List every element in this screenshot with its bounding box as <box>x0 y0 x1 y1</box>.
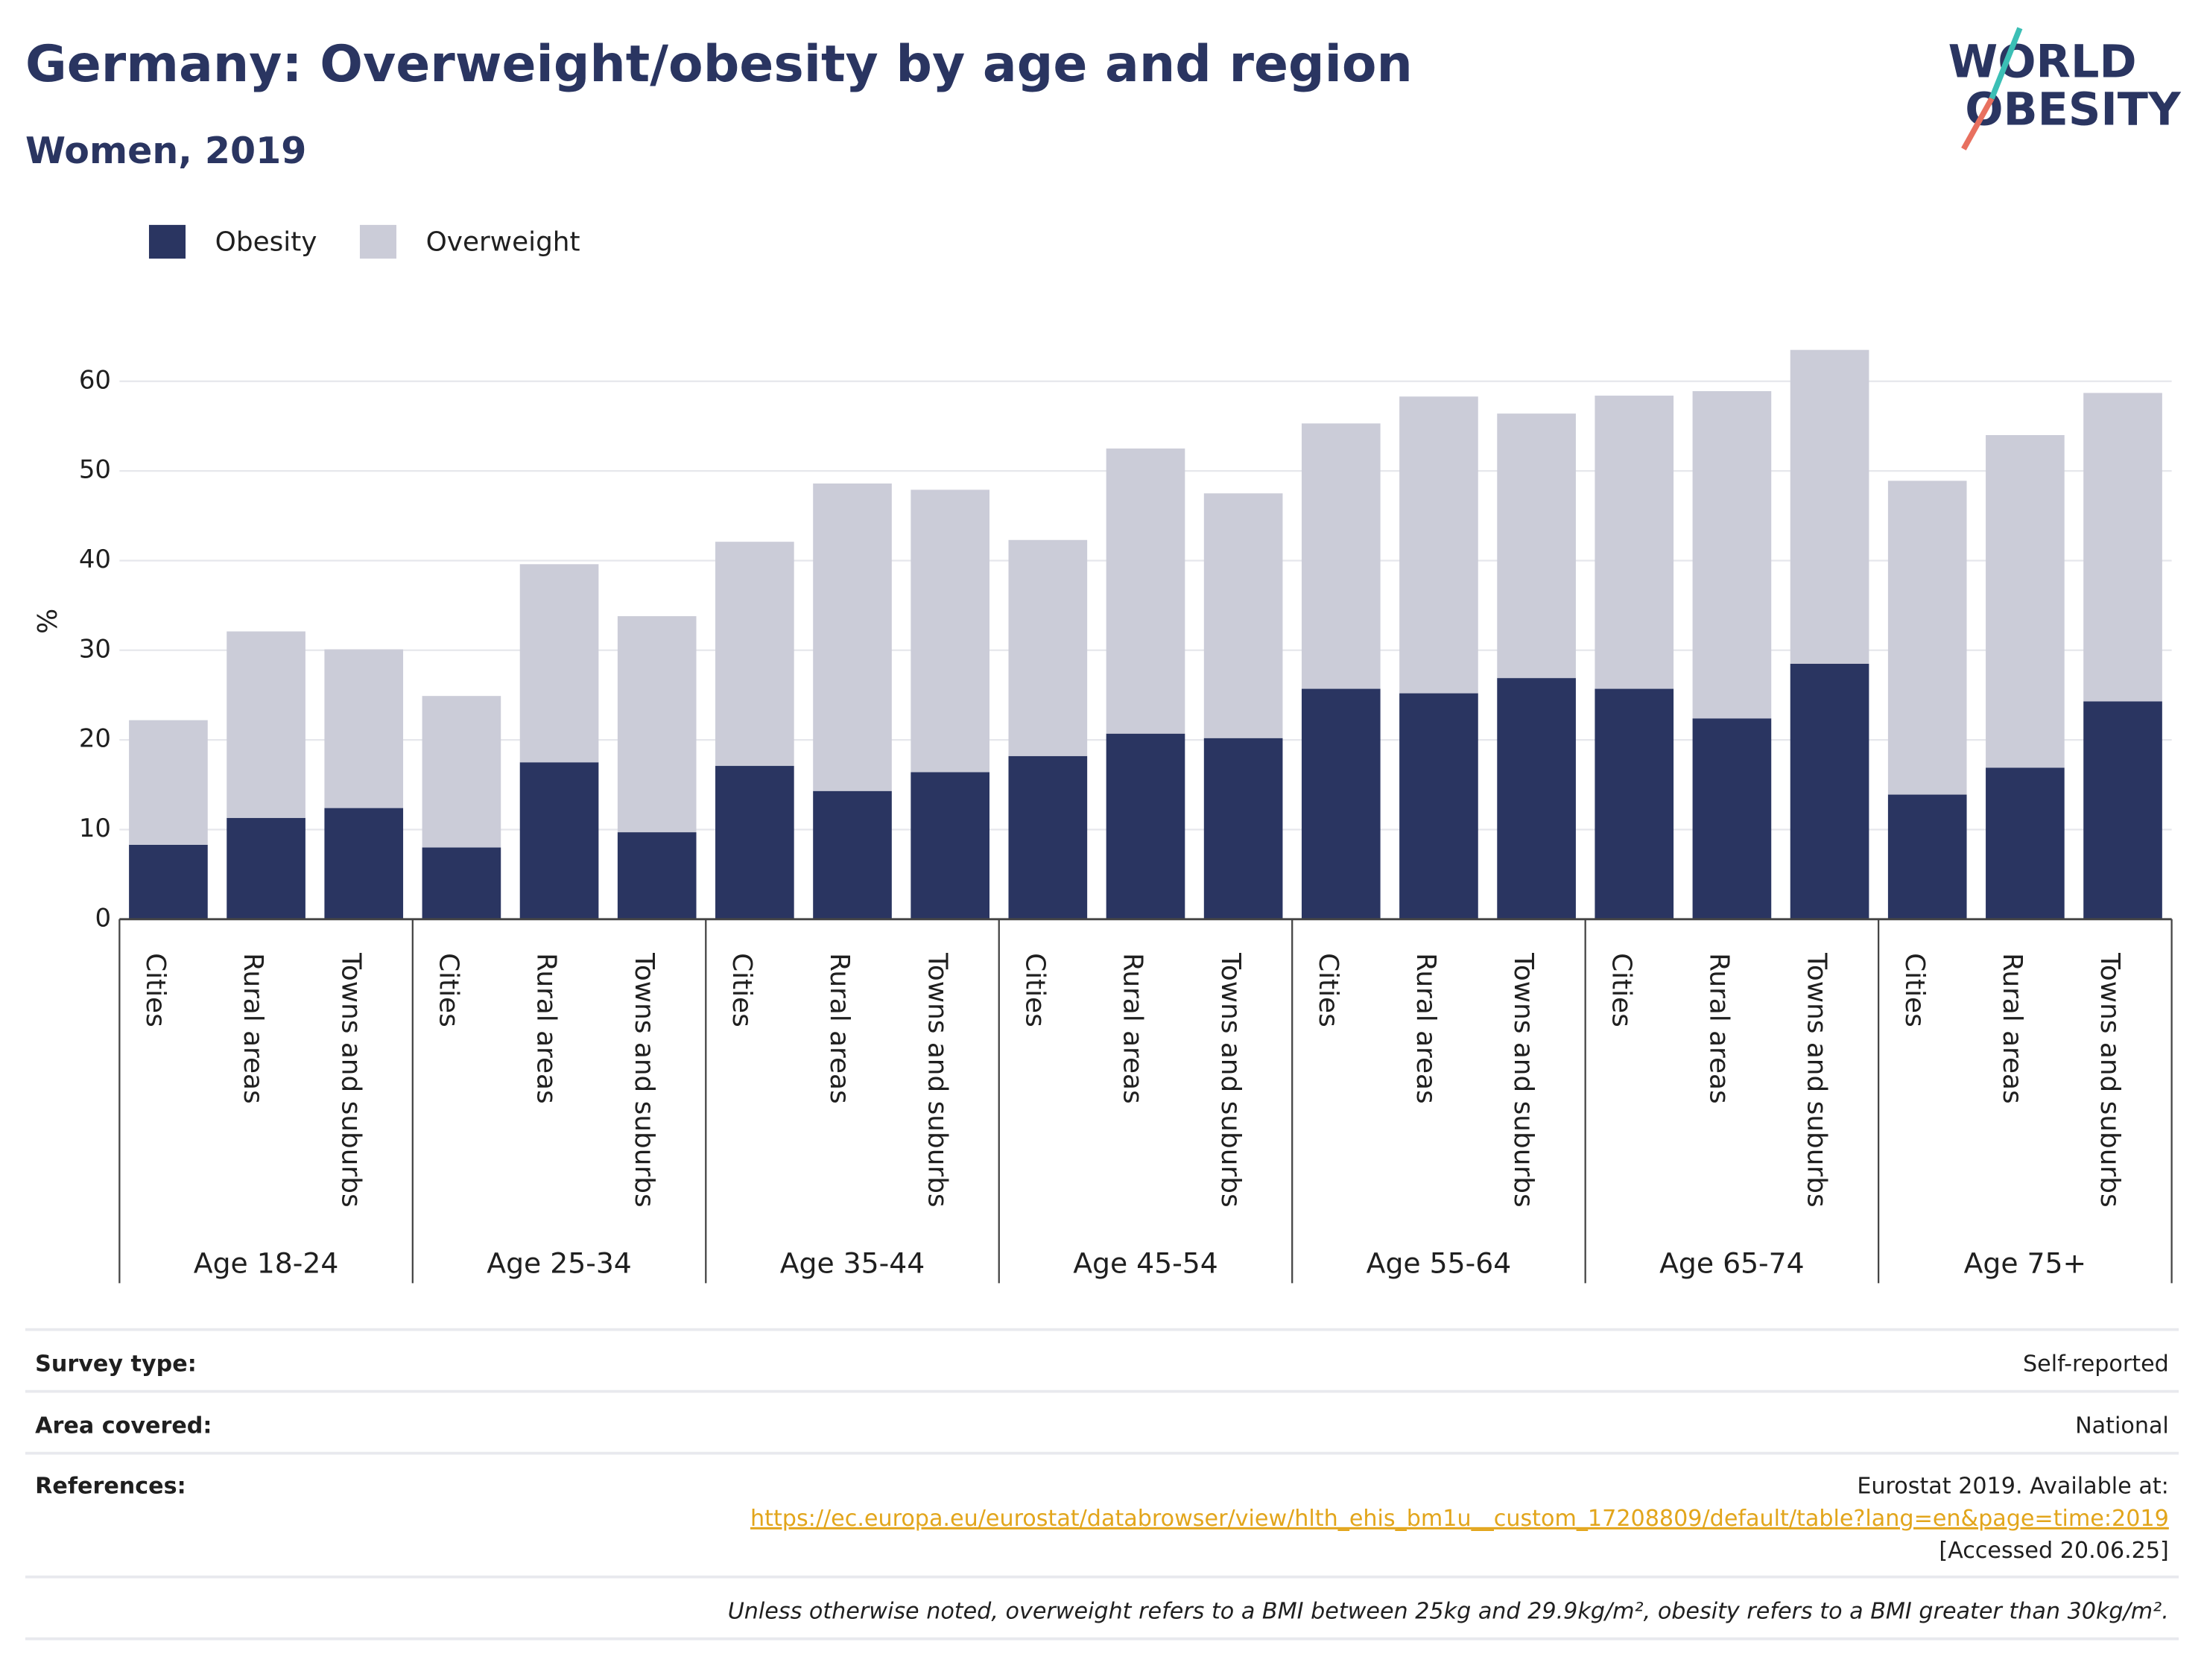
bar-segment <box>129 844 208 919</box>
logo-text: OBESITY <box>1965 84 2182 136</box>
chart-subtitle: Women, 2019 <box>25 129 306 172</box>
x-tick-label: Cities <box>140 953 171 1027</box>
bar-segment <box>1106 448 1185 734</box>
x-tick-label: Cities <box>1606 953 1636 1027</box>
bar-segment <box>1790 349 1869 664</box>
bar-segment <box>422 696 501 848</box>
x-tick-label: Towns and suburbs <box>629 952 659 1208</box>
group-label: Age 75+ <box>1964 1246 2087 1279</box>
x-tick-label: Rural areas <box>824 953 855 1104</box>
bar-segment <box>813 790 892 919</box>
bar-segment <box>1301 688 1381 919</box>
bar-segment <box>813 483 892 791</box>
x-tick-label: Cities <box>1313 953 1343 1027</box>
legend-swatch <box>148 224 186 259</box>
group-label: Age 55-64 <box>1367 1246 1512 1279</box>
bar-segment <box>617 616 697 833</box>
y-tick-label: 40 <box>79 545 111 574</box>
chart-title: Germany: Overweight/obesity by age and r… <box>25 35 1413 94</box>
y-tick-label: 30 <box>79 634 111 664</box>
bar-segment <box>715 766 794 919</box>
bar-segment <box>911 772 989 919</box>
x-tick-label: Rural areas <box>1997 953 2027 1104</box>
bar-segment <box>1106 733 1185 919</box>
x-tick-label: Cities <box>434 953 464 1027</box>
x-tick-label: Rural areas <box>1118 953 1148 1104</box>
footer-value: Self-reported <box>2023 1351 2169 1377</box>
bar-segment <box>227 817 305 919</box>
bar-segment <box>1399 693 1478 919</box>
bar-segment <box>2083 701 2162 919</box>
bar-segment <box>1497 413 1576 679</box>
bar-segment <box>1887 794 1967 919</box>
y-tick-label: 10 <box>79 814 111 843</box>
x-tick-label: Towns and suburbs <box>335 952 366 1208</box>
bar-segment <box>1692 718 1772 919</box>
bar-segment <box>422 847 501 919</box>
bar-segment <box>1497 678 1576 919</box>
bar-segment <box>1692 391 1772 719</box>
legend-label: Overweight <box>426 226 580 257</box>
bar-segment <box>519 762 599 919</box>
y-axis-label: % <box>33 609 63 634</box>
reference-text: [Accessed 20.06.25] <box>1939 1538 2168 1564</box>
y-tick-label: 20 <box>79 724 111 754</box>
bar-segment <box>715 542 794 767</box>
y-tick-label: 0 <box>95 903 111 933</box>
x-tick-label: Towns and suburbs <box>922 952 952 1208</box>
bar-segment <box>911 489 989 773</box>
logo-text: WORLD <box>1948 36 2137 88</box>
bar-segment <box>324 808 404 919</box>
x-tick-label: Rural areas <box>531 953 562 1104</box>
bar-segment <box>1595 688 1674 919</box>
bar-segment <box>1203 738 1283 919</box>
footer-note: Unless otherwise noted, overweight refer… <box>728 1598 2169 1624</box>
bar-segment <box>1008 539 1088 756</box>
bar-segment <box>1301 423 1381 689</box>
x-tick-label: Cities <box>1899 953 1930 1027</box>
y-tick-label: 50 <box>79 455 111 485</box>
group-label: Age 65-74 <box>1659 1246 1805 1279</box>
x-tick-label: Towns and suburbs <box>1508 952 1539 1208</box>
bar-segment <box>227 631 305 818</box>
bar-segment <box>1790 663 1869 919</box>
x-tick-label: Cities <box>1019 953 1050 1027</box>
bar-segment <box>129 720 208 845</box>
bar-segment <box>617 832 697 919</box>
footer-label: Survey type: <box>35 1351 197 1377</box>
x-tick-label: Towns and suburbs <box>1802 952 1832 1208</box>
bar-segment <box>1595 396 1674 689</box>
group-label: Age 35-44 <box>780 1246 925 1279</box>
x-tick-label: Rural areas <box>1410 953 1441 1104</box>
x-tick-label: Rural areas <box>238 953 268 1104</box>
x-tick-label: Towns and suburbs <box>1215 952 1246 1208</box>
y-tick-label: 60 <box>79 365 111 395</box>
footer-label: Area covered: <box>35 1413 212 1439</box>
bar-segment <box>1399 396 1478 694</box>
legend-label: Obesity <box>215 226 317 257</box>
bar-segment <box>2083 393 2162 702</box>
x-tick-label: Cities <box>726 953 757 1027</box>
bar-segment <box>1986 434 2065 768</box>
reference-link[interactable]: https://ec.europa.eu/eurostat/databrowse… <box>750 1506 2169 1532</box>
footer-value: National <box>2075 1413 2169 1439</box>
group-label: Age 45-54 <box>1073 1246 1218 1279</box>
bar-segment <box>1203 493 1283 738</box>
bar-segment <box>1887 481 1967 795</box>
bar-segment <box>1986 767 2065 919</box>
bar-segment <box>1008 755 1088 919</box>
x-tick-label: Towns and suburbs <box>2094 952 2125 1208</box>
logo-slash <box>1961 97 1995 150</box>
logo-slash <box>1989 27 2023 100</box>
bar-segment <box>324 649 404 808</box>
reference-text: Eurostat 2019. Available at: <box>1857 1473 2168 1499</box>
legend-swatch <box>359 224 396 259</box>
x-tick-label: Rural areas <box>1704 953 1735 1104</box>
group-label: Age 18-24 <box>194 1246 339 1279</box>
footer-label: References: <box>35 1473 186 1499</box>
group-label: Age 25-34 <box>487 1246 632 1279</box>
bar-segment <box>519 564 599 763</box>
